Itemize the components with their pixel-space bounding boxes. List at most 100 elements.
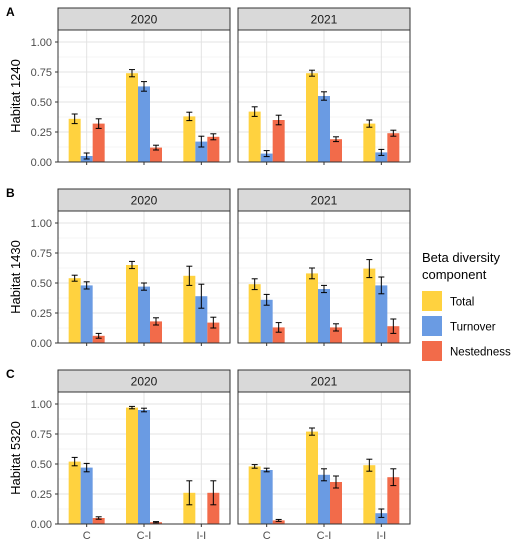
- legend-label: Nestedness: [450, 347, 511, 359]
- error-bar: [153, 144, 159, 151]
- error-bar: [263, 467, 270, 473]
- bar-turnover: [260, 299, 273, 343]
- bar-total: [248, 466, 261, 524]
- error-bar: [129, 69, 135, 78]
- y-axis-label: Habitat 1430: [8, 240, 23, 314]
- chart-legend: Beta diversity component Total Turnover Nest…: [422, 250, 511, 361]
- error-bar: [83, 152, 90, 160]
- error-bar: [186, 480, 193, 506]
- bar-turnover: [260, 470, 273, 524]
- bar-nestedness: [330, 482, 342, 524]
- error-bar: [275, 322, 282, 333]
- error-bar: [210, 133, 217, 141]
- error-bar: [83, 462, 90, 473]
- bar-nestedness: [150, 321, 162, 343]
- error-bar: [186, 265, 193, 286]
- error-bar: [333, 475, 339, 489]
- error-bar: [390, 318, 397, 334]
- legend-swatch: [422, 291, 442, 311]
- error-bar: [390, 468, 397, 487]
- error-bar: [129, 260, 135, 270]
- error-bar: [378, 148, 385, 156]
- bar-total: [306, 73, 318, 162]
- error-bar: [366, 259, 373, 279]
- bar-total: [363, 465, 376, 524]
- bar-turnover: [375, 513, 388, 524]
- error-bar: [95, 332, 102, 339]
- facet-strip-label: 2020: [131, 375, 158, 389]
- x-tick-label: C: [83, 530, 91, 542]
- error-bar: [83, 281, 90, 290]
- bar-turnover: [318, 96, 330, 162]
- legend-title: component: [422, 267, 487, 282]
- y-tick-label: 0.00: [31, 338, 52, 350]
- bar-nestedness: [387, 326, 400, 343]
- panel-letter: A: [6, 5, 15, 19]
- error-bar: [198, 135, 205, 148]
- bar-total: [363, 123, 376, 162]
- row-c: C Habitat 5320 0.00 0.25 0.50 0.75 1.00 2020 C C-…: [6, 367, 411, 542]
- facet-strip-label: 2020: [131, 13, 158, 27]
- bar-total: [183, 492, 196, 524]
- legend-entry-nestedness: Nestedness: [422, 341, 511, 361]
- bar-total: [248, 284, 261, 343]
- bar-nestedness: [272, 520, 285, 524]
- bar-total: [68, 461, 81, 524]
- y-tick-label: 0.00: [31, 519, 52, 531]
- bar-total: [183, 275, 196, 343]
- legend-entry-turnover: Turnover: [422, 316, 496, 336]
- y-axis-label: Habitat 1240: [8, 59, 23, 133]
- y-tick-label: 0.00: [31, 157, 52, 169]
- legend-entry-total: Total: [422, 291, 474, 311]
- bar-turnover: [318, 289, 330, 343]
- row-b: B Habitat 1430 0.00 0.25 0.50 0.75 1.00 2020 202…: [6, 186, 411, 350]
- bar-turnover: [138, 86, 150, 162]
- facet-strip-label: 2021: [311, 13, 338, 27]
- y-tick-label: 0.25: [31, 127, 52, 139]
- x-tick-label: I-I: [376, 530, 386, 542]
- error-bar: [71, 456, 78, 467]
- error-bar: [309, 267, 315, 280]
- bar-turnover: [260, 153, 273, 162]
- facet-panel-2021: 2021: [237, 188, 411, 346]
- panel-letter: C: [6, 367, 15, 381]
- error-bar: [333, 323, 339, 332]
- x-tick-label: C: [263, 530, 271, 542]
- error-bar: [210, 480, 217, 506]
- error-bar: [366, 458, 373, 472]
- error-bar: [390, 129, 397, 137]
- facet-panel-2020: 2020 C C-I I-I: [57, 369, 231, 542]
- bar-total: [126, 73, 138, 162]
- error-bar: [71, 274, 78, 282]
- error-bar: [275, 518, 282, 522]
- y-tick-label: 0.75: [31, 67, 52, 79]
- bar-nestedness: [92, 123, 105, 162]
- facet-panel-2021: 2021 C C-I I-I: [237, 369, 411, 542]
- y-tick-label: 0.75: [31, 429, 52, 441]
- error-bar: [251, 464, 258, 469]
- bar-total: [248, 111, 261, 162]
- legend-label: Total: [450, 297, 474, 309]
- bar-turnover: [375, 285, 388, 343]
- facet-panel-2020: 2020: [57, 188, 231, 346]
- error-bar: [210, 316, 217, 329]
- error-bar: [141, 282, 147, 291]
- y-tick-label: 1.00: [31, 399, 52, 411]
- bar-nestedness: [150, 147, 162, 162]
- facet-panel-2021: 2021: [237, 7, 411, 165]
- y-tick-label: 1.00: [31, 218, 52, 230]
- x-tick-label: C-I: [317, 530, 332, 542]
- error-bar: [251, 106, 258, 117]
- error-bar: [186, 111, 193, 122]
- y-axis-label: Habitat 5320: [8, 421, 23, 495]
- error-bar: [378, 508, 385, 518]
- facet-panel-2020: 2020: [57, 7, 231, 165]
- bar-turnover: [80, 285, 93, 343]
- error-bar: [153, 521, 159, 524]
- bar-nestedness: [387, 477, 400, 524]
- bar-turnover: [138, 410, 150, 524]
- error-bar: [333, 136, 339, 143]
- error-bar: [141, 407, 147, 413]
- bar-total: [306, 431, 318, 524]
